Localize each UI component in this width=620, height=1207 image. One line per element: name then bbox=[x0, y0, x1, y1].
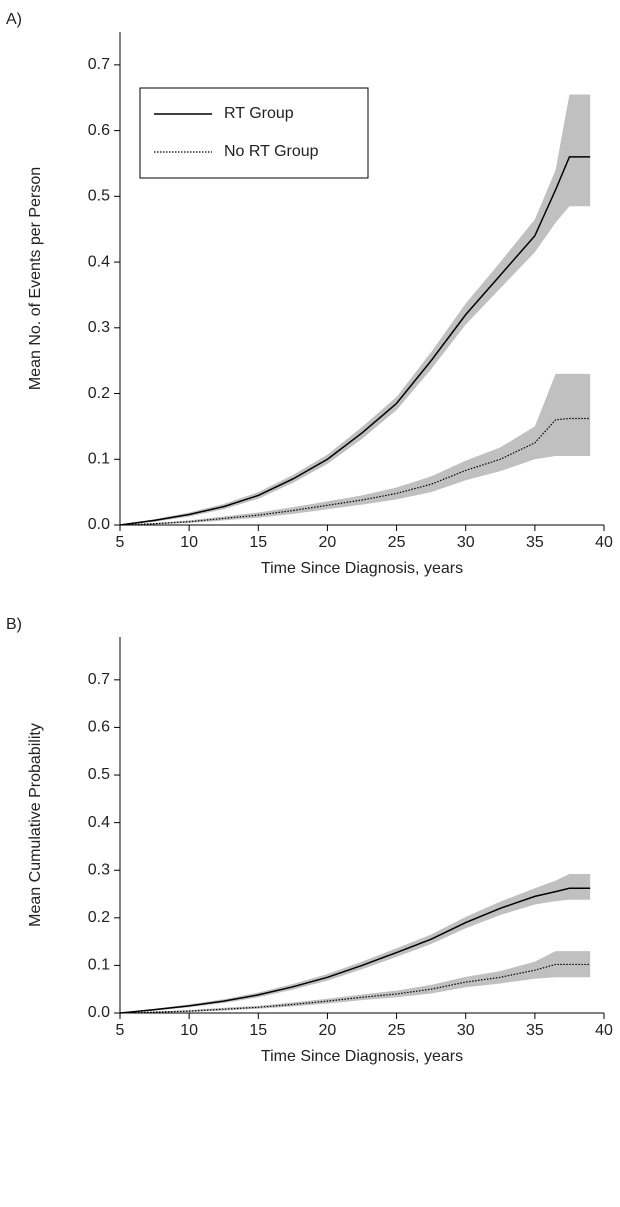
x-tick-label: 10 bbox=[180, 1022, 198, 1039]
legend-box bbox=[139, 87, 369, 179]
x-tick-label: 35 bbox=[526, 534, 544, 551]
series-line bbox=[119, 417, 591, 526]
y-tick-label: 0.0 bbox=[88, 1004, 110, 1021]
x-tick-label: 20 bbox=[319, 1022, 337, 1039]
y-tick-label: 0.0 bbox=[88, 516, 110, 533]
x-tick-label: 20 bbox=[319, 534, 337, 551]
y-axis-label: Mean Cumulative Probability bbox=[27, 723, 44, 927]
legend-label: No RT Group bbox=[224, 143, 319, 160]
y-tick-label: 0.6 bbox=[88, 719, 110, 736]
x-tick-label: 35 bbox=[526, 1022, 544, 1039]
x-tick-label: 15 bbox=[249, 1022, 267, 1039]
x-tick-label: 25 bbox=[388, 534, 406, 551]
panel-label: B) bbox=[6, 616, 22, 633]
y-tick-label: 0.5 bbox=[88, 188, 110, 205]
confidence-band bbox=[120, 951, 591, 1013]
x-axis-label: Time Since Diagnosis, years bbox=[261, 560, 463, 577]
y-tick-label: 0.4 bbox=[88, 814, 110, 831]
x-axis-label: Time Since Diagnosis, years bbox=[261, 1048, 463, 1065]
x-tick-label: 40 bbox=[595, 534, 613, 551]
y-tick-label: 0.3 bbox=[88, 319, 110, 336]
x-tick-label: 15 bbox=[249, 534, 267, 551]
x-tick-label: 40 bbox=[595, 1022, 613, 1039]
y-tick-label: 0.5 bbox=[88, 766, 110, 783]
y-axis-label: Mean No. of Events per Person bbox=[27, 167, 44, 390]
x-tick-label: 5 bbox=[116, 1022, 125, 1039]
confidence-band bbox=[120, 373, 591, 525]
y-tick-label: 0.7 bbox=[88, 671, 110, 688]
y-tick-label: 0.7 bbox=[88, 56, 110, 73]
legend-label: RT Group bbox=[224, 105, 294, 122]
series-line bbox=[119, 156, 591, 526]
y-tick-label: 0.1 bbox=[88, 957, 110, 974]
x-tick-label: 30 bbox=[457, 534, 475, 551]
y-tick-label: 0.2 bbox=[88, 385, 110, 402]
x-tick-label: 25 bbox=[388, 1022, 406, 1039]
y-tick-label: 0.4 bbox=[88, 253, 110, 270]
y-tick-label: 0.1 bbox=[88, 450, 110, 467]
y-tick-label: 0.3 bbox=[88, 861, 110, 878]
y-tick-label: 0.2 bbox=[88, 909, 110, 926]
y-tick-label: 0.6 bbox=[88, 122, 110, 139]
x-tick-label: 30 bbox=[457, 1022, 475, 1039]
series-line bbox=[119, 887, 591, 1014]
x-tick-label: 10 bbox=[180, 534, 198, 551]
confidence-band bbox=[120, 874, 591, 1013]
panel-label: A) bbox=[6, 11, 22, 28]
x-tick-label: 5 bbox=[116, 534, 125, 551]
